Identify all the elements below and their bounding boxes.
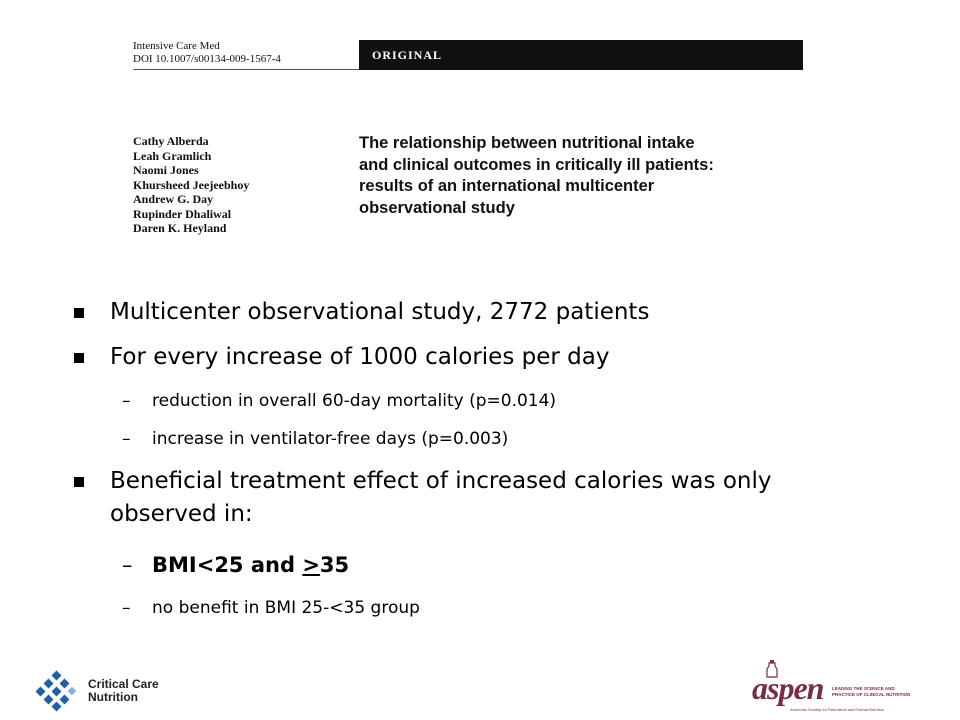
sub-bullet-text: no benefit in BMI 25-<35 group — [152, 598, 420, 618]
author: Khursheed Jeejeebhoy — [133, 177, 250, 192]
bullet-square-icon — [74, 477, 84, 487]
bullet-text: For every increase of 1000 calories per … — [110, 344, 610, 370]
bullet-square-icon — [74, 353, 84, 363]
sub-bullet-text: increase in ventilator-free days (p=0.00… — [152, 429, 509, 449]
ccn-line: Critical Care — [88, 677, 159, 691]
bullet-item: For every increase of 1000 calories per … — [74, 341, 609, 374]
sub-bullet-item: – reduction in overall 60-day mortality (… — [122, 389, 556, 413]
bmi-range-text: BMI<25 and — [152, 553, 303, 577]
dash-icon: – — [122, 553, 133, 577]
article-title-line: results of an international multicenter — [359, 177, 655, 195]
bullet-item: Multicenter observational study, 2772 pa… — [74, 296, 649, 329]
greater-equal-symbol: > — [302, 553, 320, 577]
ccn-wordmark: Critical Care Nutrition — [88, 678, 159, 704]
dash-icon: – — [122, 391, 131, 411]
bmi-range-upper: 35 — [319, 553, 350, 577]
sub-bullet-item: – increase in ventilator-free days (p=0.0… — [122, 427, 508, 451]
section-label-bar: ORIGINAL — [359, 40, 803, 70]
bullet-text: Beneficial treatment effect of increased… — [110, 468, 772, 494]
author: Cathy Alberda — [133, 134, 209, 148]
article-title-line: and clinical outcomes in critically ill … — [359, 155, 714, 174]
critical-care-nutrition-logo: Critical Care Nutrition — [36, 670, 176, 712]
sub-bullet-item: – BMI<25 and >35 — [122, 553, 349, 577]
bottle-icon — [766, 660, 778, 678]
dash-icon: – — [122, 598, 131, 618]
aspen-society-name: American Society for Parenteral and Ente… — [790, 707, 885, 712]
author: Naomi Jones — [133, 163, 199, 177]
author: Rupinder Dhaliwal — [133, 206, 232, 221]
author: Andrew G. Day — [133, 192, 214, 206]
bullet-text-continued: observed in: — [110, 501, 253, 527]
sub-bullet-item: – no benefit in BMI 25-<35 group — [122, 596, 420, 620]
author: Daren K. Heyland — [133, 221, 227, 235]
author-list: Cathy Alberda Leah Gramlich Naomi Jones … — [133, 134, 249, 236]
ccn-line: Nutrition — [88, 690, 138, 704]
journal-citation: Intensive Care Med DOI 10.1007/s00134-00… — [133, 40, 281, 66]
header-rule — [133, 69, 359, 70]
article-title-line: observational study — [359, 198, 515, 217]
ccn-mark-icon — [36, 670, 77, 712]
author: Leah Gramlich — [133, 148, 212, 163]
section-label: ORIGINAL — [372, 48, 443, 62]
aspen-tagline: LEADING THE SCIENCE AND PRACTICE OF CLIN… — [832, 686, 911, 697]
sub-bullet-text: reduction in overall 60-day mortality (p… — [152, 391, 557, 411]
sub-bullet-text: BMI<25 and >35 — [152, 553, 349, 577]
article-title-line: The relationship between nutritional int… — [359, 134, 695, 152]
bullet-text: Multicenter observational study, 2772 pa… — [110, 299, 650, 325]
dash-icon: – — [122, 429, 131, 449]
bullet-item: Beneficial treatment effect of increased… — [74, 465, 771, 531]
journal-doi: DOI 10.1007/s00134-009-1567-4 — [133, 53, 281, 65]
aspen-logo: aspen LEADING THE SCIENCE AND PRACTICE O… — [752, 660, 910, 715]
aspen-wordmark: aspen — [752, 670, 824, 706]
bullet-square-icon — [74, 308, 84, 318]
article-title: The relationship between nutritional int… — [359, 133, 819, 219]
journal-name: Intensive Care Med — [133, 40, 220, 52]
